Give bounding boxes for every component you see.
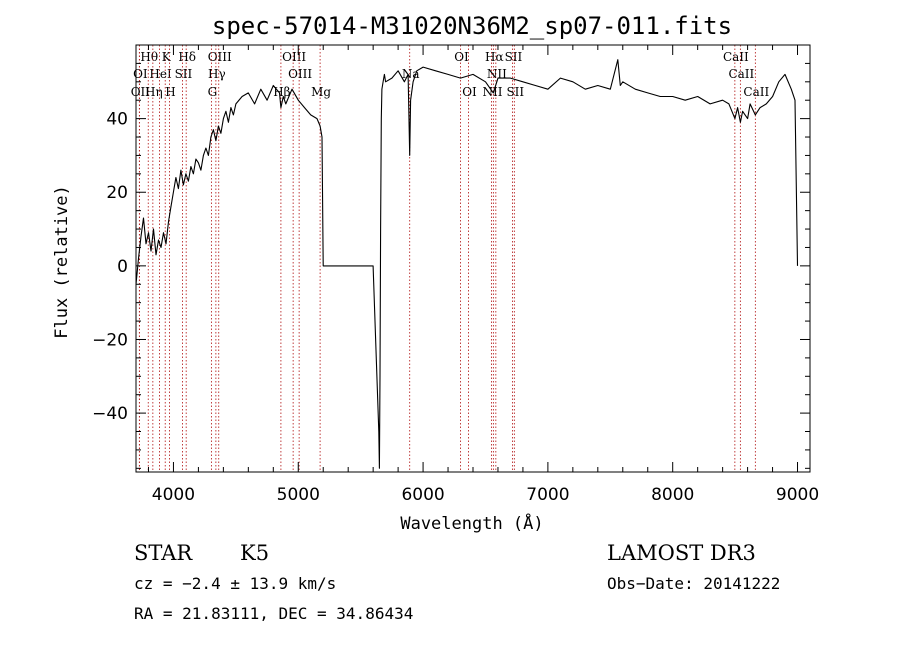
spectral-line-label-23: OI — [462, 85, 477, 99]
spectral-line-label-13: OIII — [288, 67, 312, 81]
spectral-line-label-19: H — [165, 85, 175, 99]
spectral-line-label-5: OI — [454, 50, 469, 64]
y-tick-label: −40 — [92, 404, 128, 424]
spectral-line-label-2: Hδ — [178, 50, 196, 64]
spectral-line-label-18: Hη — [145, 85, 163, 99]
spectral-line-label-22: Mg — [311, 85, 331, 99]
x-axis: 4000 5000 6000 7000 8000 9000 — [147, 45, 819, 505]
spectral-line-label-20: G — [208, 85, 218, 99]
observation-date: Obs−Date: 20141222 — [607, 574, 780, 593]
x-axis-label: Wavelength (Å) — [400, 512, 543, 534]
y-axis: −40 −20 0 20 40 — [92, 44, 810, 469]
x-tick-label: 4000 — [152, 485, 195, 505]
spectral-line-label-11: SII — [175, 67, 193, 81]
spectral-line-label-0: Hθ — [140, 50, 158, 64]
spectral-line-label-3: OIII — [208, 50, 232, 64]
object-subclass: K5 — [240, 541, 269, 565]
spectral-line-label-4: OIII — [282, 50, 306, 64]
x-tick-label: 8000 — [651, 485, 694, 505]
y-tick-label: 40 — [106, 110, 128, 130]
y-tick-label: 0 — [117, 257, 128, 277]
spectral-line-label-10: HeI — [149, 67, 172, 81]
spectral-line-label-8: CaII — [723, 50, 749, 64]
x-tick-label: 7000 — [526, 485, 569, 505]
spectral-line-label-26: CaII — [743, 85, 769, 99]
spectral-line-label-6: Hα — [485, 50, 504, 64]
spectral-line-label-25: SII — [506, 85, 524, 99]
plot-frame — [135, 44, 811, 473]
spectral-line-label-21: Hβ — [273, 85, 290, 99]
y-tick-label: −20 — [92, 330, 128, 350]
spectral-line-label-7: SII — [505, 50, 523, 64]
spectral-line-label-1: K — [162, 50, 172, 64]
x-tick-label: 9000 — [776, 485, 819, 505]
spectrum-series — [135, 59, 799, 469]
coordinates: RA = 21.83111, DEC = 34.86434 — [134, 604, 413, 623]
x-tick-label: 6000 — [401, 485, 444, 505]
y-axis-label: Flux (relative) — [52, 185, 72, 339]
spectral-line-label-16: CaII — [728, 67, 754, 81]
survey-name: LAMOST DR3 — [607, 541, 756, 565]
y-tick-label: 20 — [106, 183, 128, 203]
spectral-line-label-15: NII — [487, 67, 507, 81]
chart-title: spec-57014-M31020N36M2_sp07-011.fits — [212, 12, 732, 40]
redshift-info: cz = −2.4 ± 13.9 km/s — [134, 574, 336, 593]
spectral-line-label-9: OI — [133, 67, 148, 81]
spectral-line-label-12: Hγ — [208, 67, 226, 81]
spectral-line-label-14: Na — [402, 67, 420, 81]
object-class: STAR — [134, 541, 193, 565]
spectrum-line-0 — [135, 59, 799, 469]
x-tick-label: 5000 — [277, 485, 320, 505]
